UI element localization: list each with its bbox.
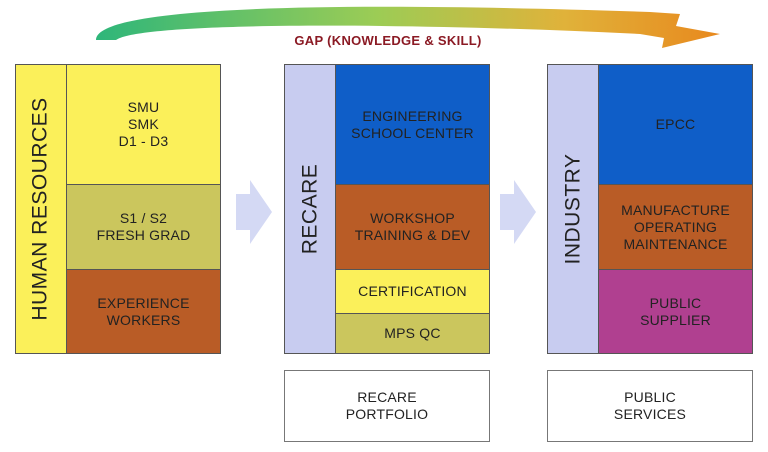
industry-footer-line: PUBLIC (624, 389, 676, 405)
human-resources-title: HUMAN RESOURCES (29, 97, 53, 321)
hr-block-fresh-grad: S1 / S2 FRESH GRAD (66, 184, 221, 270)
recare-block-engineering: ENGINEERING SCHOOL CENTER (335, 64, 490, 185)
recare-block-line: SCHOOL CENTER (351, 124, 474, 141)
recare-block-line: CERTIFICATION (358, 283, 467, 299)
flow-arrow-right (500, 180, 536, 244)
recare-block-line: ENGINEERING (362, 107, 463, 124)
recare-title: RECARE (298, 163, 321, 255)
hr-block-smu-smk: SMU SMK D1 - D3 (66, 64, 221, 185)
gap-label: GAP (KNOWLEDGE & SKILL) (294, 33, 482, 48)
hr-block-line: D1 - D3 (118, 133, 169, 149)
hr-block-line: WORKERS (106, 311, 181, 328)
industry-label: INDUSTRY (547, 64, 599, 354)
industry-block-epcc: EPCC (598, 64, 753, 185)
hr-block-line: SMK (128, 116, 159, 132)
recare-footer-line: RECARE (357, 389, 417, 405)
industry-block-line: EPCC (655, 116, 696, 132)
recare-portfolio-box: RECARE PORTFOLIO (284, 370, 490, 442)
hr-block-line: FRESH GRAD (96, 227, 191, 243)
recare-block-mps-qc: MPS QC (335, 313, 490, 354)
industry-block-public-supplier: PUBLIC SUPPLIER (598, 269, 753, 354)
hr-block-line: SMU (127, 99, 160, 115)
recare-block-line: MPS QC (384, 325, 441, 341)
recare-block-workshop: WORKSHOP TRAINING & DEV (335, 184, 490, 270)
hr-block-line: S1 / S2 (119, 210, 168, 226)
gap-arrow (96, 6, 720, 48)
flow-arrow-right (236, 180, 272, 244)
industry-block-line: MAINTENANCE (623, 235, 728, 252)
industry-block-line: MANUFACTURE (621, 201, 730, 218)
industry-block-line: PUBLIC (649, 294, 702, 311)
hr-block-experience-workers: EXPERIENCE WORKERS (66, 269, 221, 354)
industry-title: INDUSTRY (561, 153, 584, 265)
human-resources-label: HUMAN RESOURCES (15, 64, 67, 354)
public-services-box: PUBLIC SERVICES (547, 370, 753, 442)
industry-block-manufacture: MANUFACTURE OPERATING MAINTENANCE (598, 184, 753, 270)
industry-block-line: OPERATING (633, 218, 718, 235)
hr-block-line: EXPERIENCE (97, 294, 190, 311)
recare-block-certification: CERTIFICATION (335, 269, 490, 314)
industry-block-line: SUPPLIER (640, 311, 711, 328)
recare-footer-line: PORTFOLIO (345, 406, 429, 422)
recare-block-line: TRAINING & DEV (354, 227, 471, 243)
recare-block-line: WORKSHOP (370, 210, 455, 226)
industry-footer-line: SERVICES (613, 406, 687, 422)
recare-label: RECARE (284, 64, 336, 354)
